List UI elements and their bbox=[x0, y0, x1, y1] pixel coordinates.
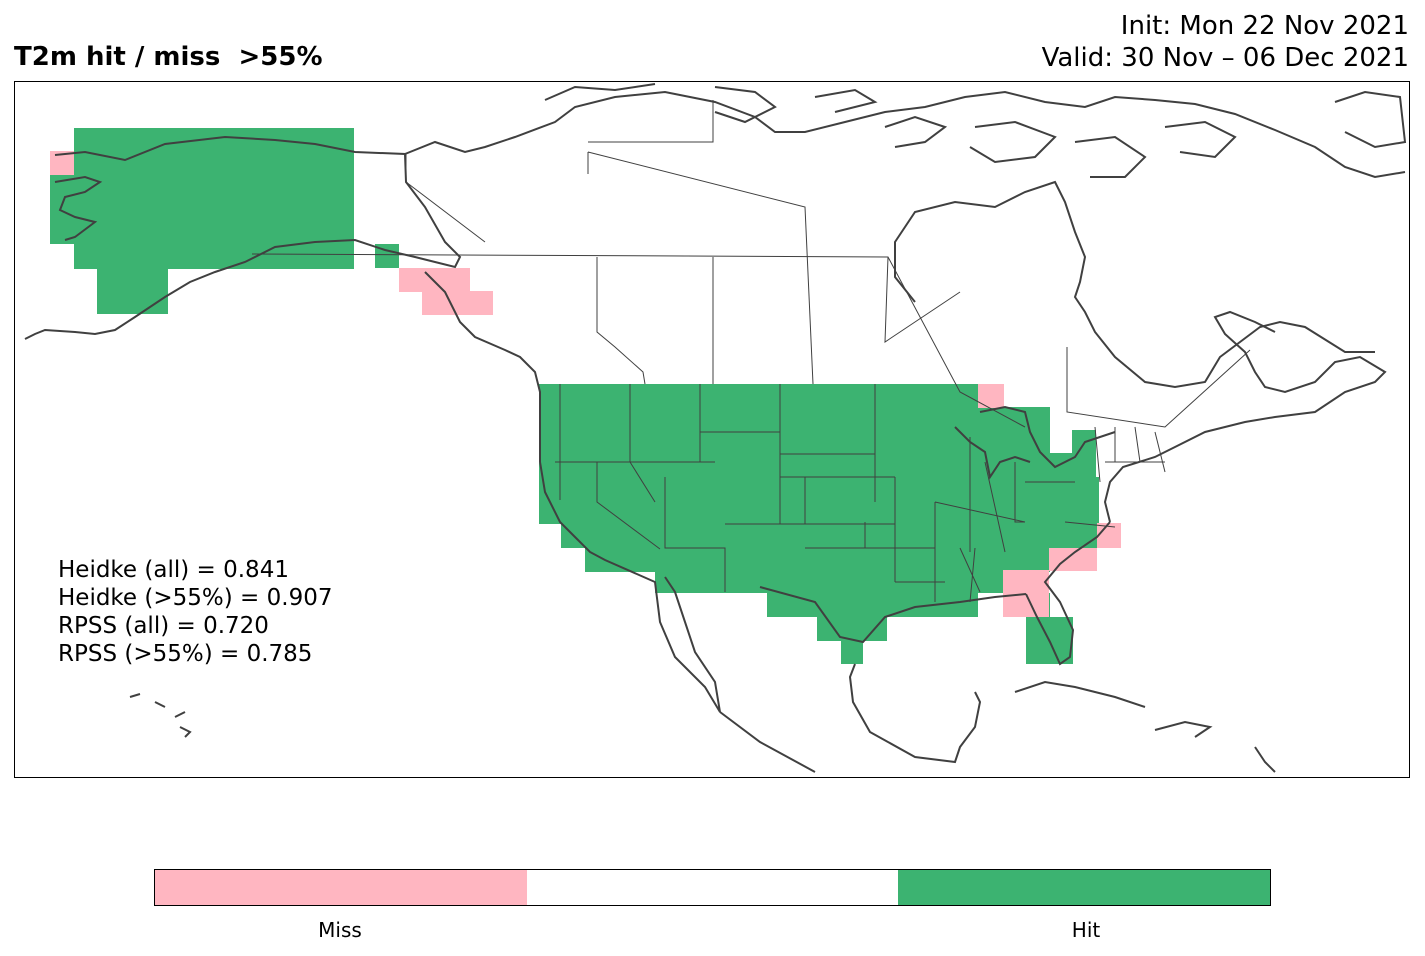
western-state-lines bbox=[555, 384, 896, 592]
hit-cell bbox=[841, 641, 863, 664]
northeast-state-lines bbox=[1094, 426, 1166, 483]
valid-date-label: Valid: 30 Nov – 06 Dec 2021 bbox=[1041, 43, 1409, 73]
heidke-all-score: Heidke (all) = 0.841 bbox=[58, 557, 289, 583]
florida-coast bbox=[1025, 521, 1111, 666]
miss-cell bbox=[1049, 548, 1097, 571]
alaska-coast bbox=[24, 135, 462, 340]
arctic-islands bbox=[544, 83, 1407, 178]
skill-scores: Heidke (all) = 0.841 Heidke (>55%) = 0.9… bbox=[58, 556, 332, 668]
east-coast bbox=[1103, 310, 1387, 523]
gulf-coast bbox=[759, 586, 1027, 644]
miss-cell bbox=[978, 384, 1004, 408]
west-coast bbox=[539, 461, 721, 713]
miss-cell bbox=[1097, 523, 1121, 548]
great-lakes bbox=[954, 405, 1116, 480]
hit-cell bbox=[539, 384, 980, 477]
hit-cell bbox=[539, 477, 1099, 500]
colorbar bbox=[154, 869, 1271, 906]
hudson-bay-coast bbox=[894, 180, 1375, 389]
colorbar-miss-segment bbox=[155, 870, 527, 905]
hit-cell bbox=[74, 128, 354, 269]
arctic-coast bbox=[404, 90, 1406, 179]
hit-cell bbox=[97, 268, 168, 314]
rpss-55-score: RPSS (>55%) = 0.785 bbox=[58, 641, 313, 667]
province-lines bbox=[405, 100, 1251, 428]
forecast-dates: Init: Mon 22 Nov 2021 Valid: 30 Nov – 06… bbox=[1042, 10, 1409, 74]
colorbar-neutral-segment bbox=[526, 870, 899, 905]
colorbar-hit-segment bbox=[898, 870, 1271, 905]
state-boundaries bbox=[251, 100, 1251, 603]
colorbar-label-hit: Hit bbox=[1071, 918, 1101, 942]
miss-cell bbox=[1003, 570, 1049, 617]
hit-cell bbox=[539, 500, 1099, 524]
colorbar-label-miss: Miss bbox=[318, 918, 362, 942]
rpss-all-score: RPSS (all) = 0.720 bbox=[58, 613, 269, 639]
heidke-55-score: Heidke (>55%) = 0.907 bbox=[58, 585, 333, 611]
hit-cell bbox=[561, 524, 1097, 548]
hit-cell bbox=[585, 548, 1050, 572]
hit-cell bbox=[767, 593, 978, 617]
hit-cell bbox=[1072, 430, 1096, 477]
caribbean-islands bbox=[1014, 680, 1276, 773]
central-state-lines bbox=[805, 437, 1116, 603]
hit-cell bbox=[50, 220, 75, 244]
hit-cell bbox=[655, 572, 1003, 593]
coastlines bbox=[24, 83, 1407, 773]
map-svg bbox=[24, 83, 1407, 773]
miss-cell bbox=[399, 268, 470, 292]
map-panel bbox=[14, 81, 1410, 778]
hawaii-islands bbox=[129, 693, 192, 738]
pacific-northwest-coast bbox=[424, 271, 541, 462]
miss-cell bbox=[422, 291, 493, 315]
mexico-gulf-coast bbox=[719, 663, 982, 773]
verification-grid bbox=[50, 128, 1121, 664]
init-date-label: Init: Mon 22 Nov 2021 bbox=[1120, 11, 1409, 41]
map-title: T2m hit / miss >55% bbox=[14, 42, 323, 72]
